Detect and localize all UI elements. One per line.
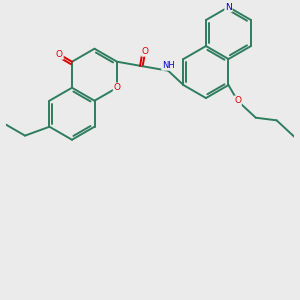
Text: N: N [225, 2, 232, 11]
Text: O: O [56, 50, 63, 59]
Text: O: O [113, 83, 121, 92]
Text: NH: NH [162, 61, 175, 70]
Text: O: O [234, 96, 241, 105]
Text: O: O [142, 47, 149, 56]
